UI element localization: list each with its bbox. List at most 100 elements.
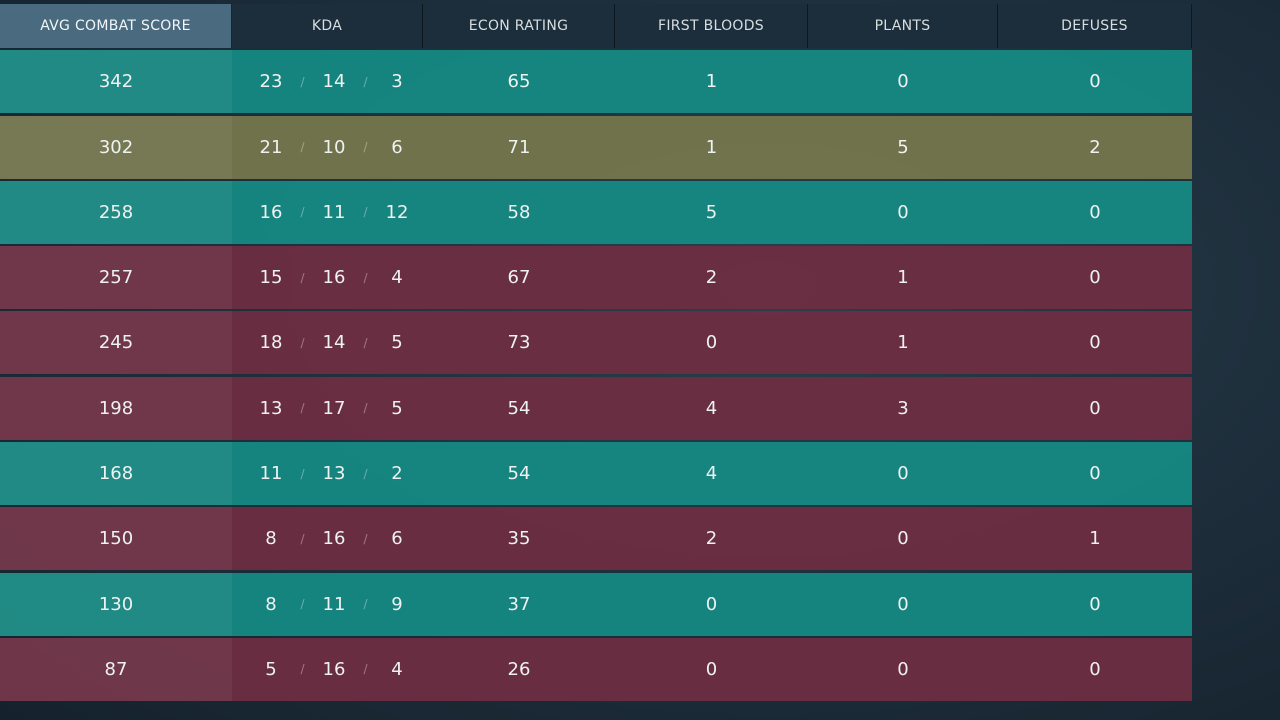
kda-group: 5 / 16 / 4: [232, 659, 414, 680]
first-bloods-value: 5: [705, 201, 718, 223]
scoreboard-table: AVG COMBAT SCORE KDA ECON RATING FIRST B…: [0, 4, 1192, 701]
kda-separator: /: [300, 270, 305, 285]
econ-rating-value: 71: [507, 136, 531, 158]
header-avg-combat-score[interactable]: AVG COMBAT SCORE: [0, 4, 232, 48]
header-first-bloods[interactable]: FIRST BLOODS: [615, 4, 808, 48]
kda-separator: /: [300, 205, 305, 220]
player-row-ally[interactable]: 258 16 / 11 / 12 58 5 0 0: [0, 180, 1192, 244]
econ-rating-value: 54: [507, 397, 531, 419]
kda-cell: 5 / 16 / 4: [232, 638, 423, 701]
plants-value: 0: [897, 201, 909, 223]
kda-separator: /: [363, 140, 368, 155]
kda-separator: /: [300, 401, 305, 416]
kda-separator: /: [300, 662, 305, 677]
assists-value: 3: [391, 71, 403, 93]
assists-value: 6: [391, 528, 403, 550]
kills-value: 8: [265, 528, 277, 550]
deaths-value: 14: [322, 332, 346, 354]
header-defuses[interactable]: DEFUSES: [998, 4, 1192, 48]
scoreboard-header: AVG COMBAT SCORE KDA ECON RATING FIRST B…: [0, 4, 1192, 48]
econ-rating-value: 54: [507, 463, 531, 485]
acs-value: 302: [0, 115, 232, 179]
first-bloods-value: 2: [705, 528, 718, 550]
plants-value: 0: [897, 528, 909, 550]
kda-cell: 18 / 14 / 5: [232, 311, 423, 374]
kda-separator: /: [363, 74, 368, 89]
kda-cell: 15 / 16 / 4: [232, 246, 423, 309]
kda-separator: /: [363, 531, 368, 546]
player-row-ally[interactable]: 168 11 / 13 / 2 54 4 0 0: [0, 442, 1192, 506]
kda-group: 21 / 10 / 6: [232, 137, 414, 158]
deaths-value: 11: [322, 201, 346, 223]
assists-value: 5: [391, 397, 403, 419]
kills-value: 15: [259, 267, 283, 289]
header-econ-rating[interactable]: ECON RATING: [423, 4, 615, 48]
kda-cell: 16 / 11 / 12: [232, 181, 423, 244]
assists-value: 5: [391, 332, 403, 354]
first-bloods-value: 0: [705, 332, 718, 354]
econ-rating-value: 73: [507, 332, 531, 354]
kda-separator: /: [300, 531, 305, 546]
kda-separator: /: [300, 597, 305, 612]
deaths-value: 16: [322, 658, 346, 680]
defuses-value: 0: [1089, 658, 1101, 680]
kills-value: 18: [259, 332, 283, 354]
kda-separator: /: [363, 270, 368, 285]
kda-separator: /: [363, 662, 368, 677]
player-row-enemy[interactable]: 150 8 / 16 / 6 35 2 0 1: [0, 507, 1192, 571]
defuses-value: 0: [1089, 397, 1101, 419]
header-kda[interactable]: KDA: [232, 4, 423, 48]
acs-value: 257: [0, 246, 232, 310]
player-row-enemy[interactable]: 198 13 / 17 / 5 54 4 3 0: [0, 376, 1192, 440]
assists-value: 4: [391, 267, 403, 289]
deaths-value: 13: [322, 463, 346, 485]
kda-group: 15 / 16 / 4: [232, 267, 414, 288]
player-row-ally[interactable]: 130 8 / 11 / 9 37 0 0 0: [0, 572, 1192, 636]
kda-separator: /: [300, 74, 305, 89]
player-row-enemy[interactable]: 257 15 / 16 / 4 67 2 1 0: [0, 246, 1192, 310]
deaths-value: 14: [322, 71, 346, 93]
acs-value: 342: [0, 50, 232, 114]
kda-separator: /: [363, 597, 368, 612]
kda-group: 8 / 11 / 9: [232, 594, 414, 615]
acs-value: 198: [0, 376, 232, 440]
player-row-self[interactable]: 302 21 / 10 / 6 71 1 5 2: [0, 115, 1192, 179]
first-bloods-value: 2: [705, 267, 718, 289]
kills-value: 5: [265, 658, 277, 680]
acs-value: 87: [0, 637, 232, 701]
acs-value: 245: [0, 311, 232, 375]
plants-value: 1: [897, 267, 909, 289]
deaths-value: 17: [322, 397, 346, 419]
first-bloods-value: 1: [705, 136, 718, 158]
kda-group: 18 / 14 / 5: [232, 332, 414, 353]
assists-value: 9: [391, 593, 403, 615]
kills-value: 8: [265, 593, 277, 615]
header-plants[interactable]: PLANTS: [808, 4, 998, 48]
assists-value: 12: [385, 201, 409, 223]
plants-value: 1: [897, 332, 909, 354]
player-row-enemy[interactable]: 87 5 / 16 / 4 26 0 0 0: [0, 637, 1192, 701]
acs-value: 258: [0, 180, 232, 244]
assists-value: 2: [391, 463, 403, 485]
kda-group: 23 / 14 / 3: [232, 71, 414, 92]
kda-group: 16 / 11 / 12: [232, 202, 414, 223]
defuses-value: 0: [1089, 201, 1101, 223]
kills-value: 23: [259, 71, 283, 93]
first-bloods-value: 0: [705, 658, 718, 680]
econ-rating-value: 35: [507, 528, 531, 550]
econ-rating-value: 58: [507, 201, 531, 223]
deaths-value: 16: [322, 267, 346, 289]
kda-separator: /: [300, 466, 305, 481]
kda-separator: /: [363, 335, 368, 350]
defuses-value: 0: [1089, 593, 1101, 615]
defuses-value: 0: [1089, 267, 1101, 289]
deaths-value: 10: [322, 136, 346, 158]
defuses-value: 0: [1089, 463, 1101, 485]
player-row-ally[interactable]: 342 23 / 14 / 3 65 1 0 0: [0, 50, 1192, 114]
kda-separator: /: [363, 401, 368, 416]
plants-value: 0: [897, 71, 909, 93]
player-row-enemy[interactable]: 245 18 / 14 / 5 73 0 1 0: [0, 311, 1192, 375]
kda-separator: /: [363, 205, 368, 220]
econ-rating-value: 65: [507, 71, 531, 93]
kda-group: 8 / 16 / 6: [232, 528, 414, 549]
